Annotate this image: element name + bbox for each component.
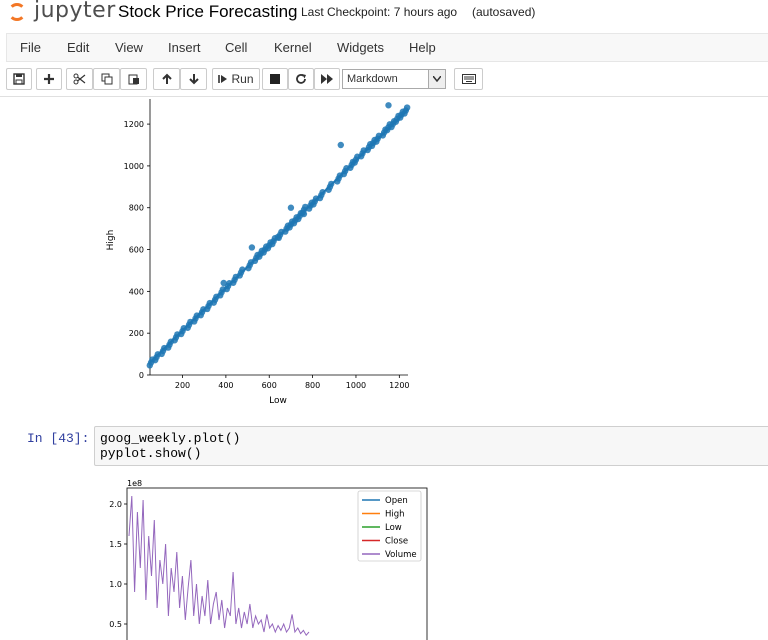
jupyter-logo-icon (8, 3, 26, 21)
offset-label: 1e8 (127, 480, 142, 488)
move-down-button[interactable] (180, 68, 207, 90)
copy-button[interactable] (93, 68, 120, 90)
scatter-point (274, 233, 282, 241)
scatter-point (385, 102, 392, 109)
menu-file[interactable]: File (20, 40, 41, 55)
scatter-point (337, 141, 344, 149)
x-tick-label: 400 (218, 381, 233, 390)
x-tick-label: 600 (262, 381, 277, 390)
scatter-axes: 200 400 600 800 1000 1200 0 200 400 600 800 1000 120… (124, 99, 410, 390)
arrow-up-icon (161, 73, 172, 84)
notebook-header: jupyter Stock Price Forecasting Last Che… (0, 0, 768, 30)
scatter-point (300, 210, 308, 218)
fast-forward-icon (321, 74, 333, 84)
input-prompt: In [43]: (27, 431, 90, 446)
menubar: File Edit View Insert Cell Kernel Widget… (6, 33, 768, 62)
menu-insert[interactable]: Insert (168, 40, 201, 55)
y-tick-label: 1.5 (109, 540, 122, 549)
scatter-point (248, 244, 256, 251)
scatter-point (220, 279, 227, 287)
command-palette-button[interactable] (454, 68, 483, 90)
x-tick-label: 800 (305, 381, 320, 390)
chart-legend: Open High Low Close Volume (357, 490, 422, 562)
move-up-button[interactable] (153, 68, 180, 90)
y-tick-label: 400 (129, 287, 144, 296)
scatter-point (239, 266, 246, 273)
x-tick-label: 1000 (346, 381, 366, 390)
scatter-point (328, 180, 335, 188)
menu-view[interactable]: View (115, 40, 143, 55)
y-tick-label: 1200 (124, 120, 144, 129)
copy-icon (101, 73, 112, 85)
scatter-point (287, 204, 295, 211)
legend-label: Open (385, 496, 408, 506)
step-forward-icon (218, 75, 228, 83)
keyboard-icon (461, 74, 476, 84)
run-button[interactable]: Run (212, 68, 260, 90)
scatter-point (319, 189, 326, 196)
menu-widgets[interactable]: Widgets (337, 40, 384, 55)
y-tick-label: 600 (129, 246, 144, 255)
cell-type-value: Markdown (347, 73, 398, 85)
cut-button[interactable] (66, 68, 93, 90)
notebook-content: 200 400 600 800 1000 1200 0 200 400 600 800 1000 120… (0, 97, 768, 640)
scatter-plot: 200 400 600 800 1000 1200 0 200 400 600 800 1000 120… (106, 99, 411, 406)
plot-frame (126, 487, 428, 640)
save-icon (13, 73, 25, 85)
legend-label: High (385, 510, 405, 520)
interrupt-button[interactable] (262, 68, 288, 90)
y-tick-label: 0.5 (109, 620, 122, 629)
legend-label: Volume (385, 550, 417, 560)
restart-run-all-button[interactable] (314, 68, 340, 90)
menu-cell[interactable]: Cell (225, 40, 248, 55)
paste-icon (128, 74, 139, 85)
y-tick-label: 2.0 (109, 500, 122, 509)
x-tick-label: 200 (175, 381, 190, 390)
legend-label: Low (385, 523, 402, 533)
chevron-down-icon (428, 70, 445, 88)
y-tick-label: 200 (129, 329, 144, 338)
scatter-point (403, 104, 411, 111)
insert-cell-button[interactable] (36, 68, 62, 90)
toolbar: Run (0, 62, 768, 97)
line-plot-series (128, 495, 310, 637)
line-plot-axes: 0.5 1.0 1.5 2.0 (109, 487, 428, 640)
menu-edit[interactable]: Edit (67, 40, 90, 55)
restart-button[interactable] (288, 68, 314, 90)
code-line: pyplot.show() (100, 446, 202, 461)
stop-icon (270, 74, 280, 84)
checkpoint-status: Last Checkpoint: 7 hours ago (301, 5, 458, 19)
run-label: Run (231, 72, 254, 86)
scatter-axis-labels: Low High (106, 230, 287, 406)
code-line: goog_weekly.plot() (100, 431, 241, 446)
legend-box (357, 490, 422, 562)
series-line-volume (128, 495, 310, 637)
menu-help[interactable]: Help (409, 40, 436, 55)
legend-label: Close (385, 537, 408, 547)
y-tick-label: 1.0 (109, 580, 122, 589)
jupyter-logo[interactable]: jupyter (6, 0, 115, 26)
cell-type-select[interactable]: Markdown (342, 69, 446, 89)
scatter-points (146, 102, 411, 369)
notebook-title[interactable]: Stock Price Forecasting (118, 2, 298, 21)
paste-button[interactable] (120, 68, 147, 90)
y-tick-label: 800 (129, 204, 144, 213)
line-plot: 0.5 1.0 1.5 2.0 1e8 Open High Low Close Volume (109, 480, 428, 640)
y-tick-label: 0 (139, 371, 144, 380)
cut-icon (73, 73, 86, 85)
save-button[interactable] (6, 68, 32, 90)
y-tick-label: 1000 (124, 162, 144, 171)
arrow-down-icon (188, 74, 199, 85)
restart-icon (296, 74, 306, 84)
code-input[interactable]: goog_weekly.plot() pyplot.show() (94, 426, 768, 466)
scatter-ylabel: High (106, 230, 116, 251)
menu-kernel[interactable]: Kernel (274, 40, 312, 55)
scatter-xlabel: Low (269, 396, 287, 406)
autosave-status: (autosaved) (472, 5, 536, 19)
logo-text: jupyter (34, 0, 116, 23)
plus-icon (44, 74, 54, 84)
x-tick-label: 1200 (389, 381, 409, 390)
